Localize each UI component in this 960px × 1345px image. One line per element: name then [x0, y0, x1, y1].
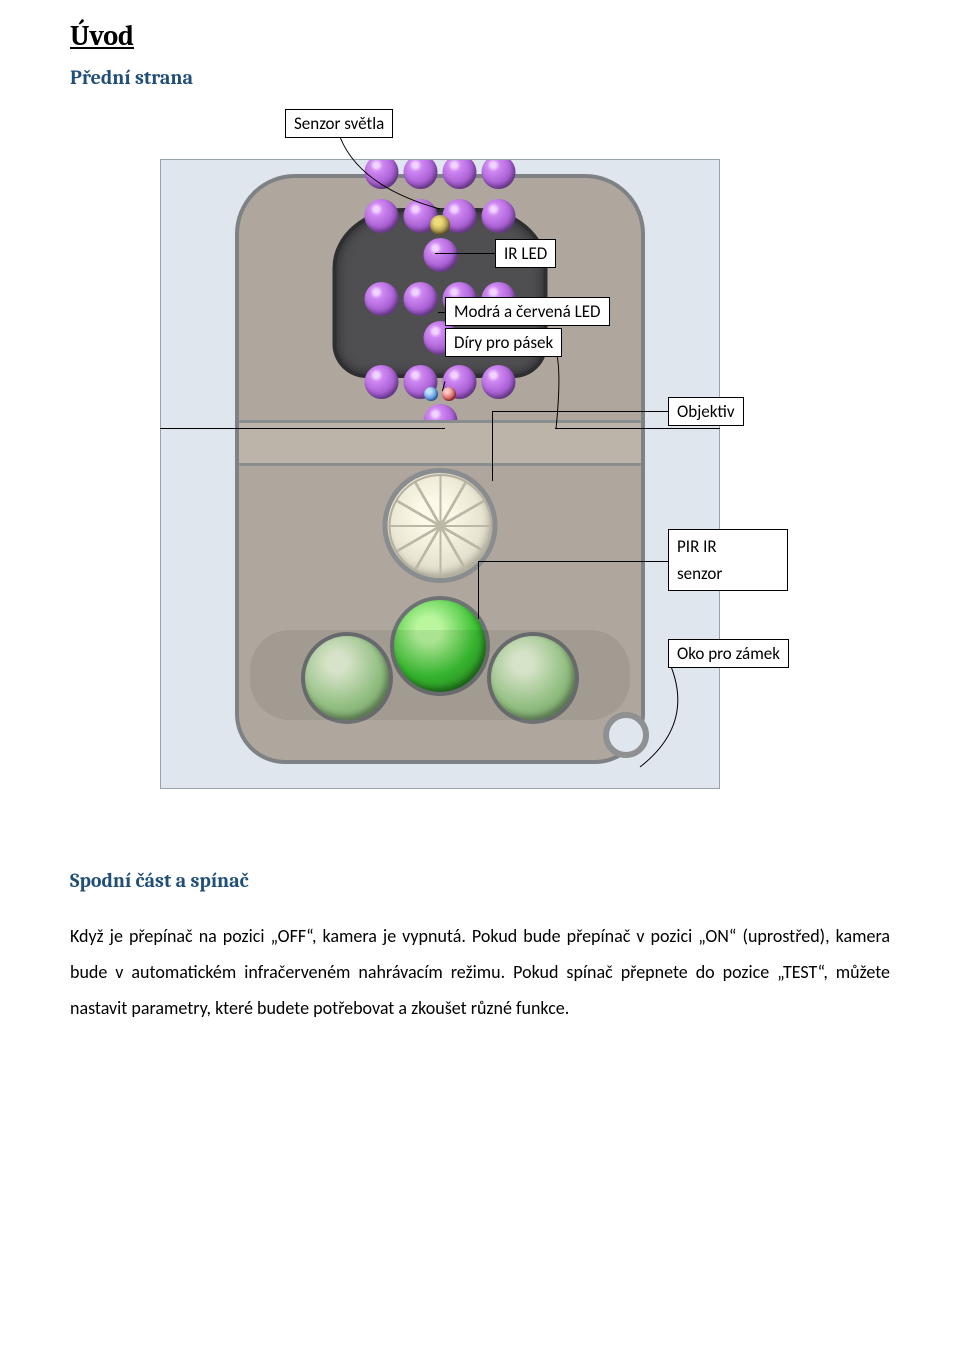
light-sensor-icon [430, 215, 450, 235]
label-lens: Objektiv [668, 397, 744, 426]
section-bottom: Spodní část a spínač [70, 869, 890, 892]
camera-body [235, 174, 645, 764]
section-front: Přední strana [70, 66, 890, 89]
front-diagram: Senzor světla IR LED Modrá a červená LED… [50, 109, 810, 789]
body-text: Když je přepínač na pozici „OFF“, kamera… [70, 918, 890, 1026]
strap-ridge [239, 420, 641, 466]
label-strap-holes: Díry pro pásek [445, 328, 562, 357]
label-pir: PIR IR senzor [668, 529, 788, 591]
label-indicator-leds: Modrá a červená LED [445, 297, 610, 326]
indicator-leds-icon [410, 387, 470, 415]
page-title: Úvod [70, 20, 890, 52]
label-light-sensor: Senzor světla [285, 109, 393, 138]
label-lock-eye: Oko pro zámek [668, 639, 789, 668]
lens-icon [383, 468, 498, 583]
label-ir-led: IR LED [495, 239, 556, 268]
lock-eye-icon [603, 712, 649, 758]
label-pir-line2: senzor [677, 563, 722, 584]
label-pir-line1: PIR IR [677, 536, 717, 557]
